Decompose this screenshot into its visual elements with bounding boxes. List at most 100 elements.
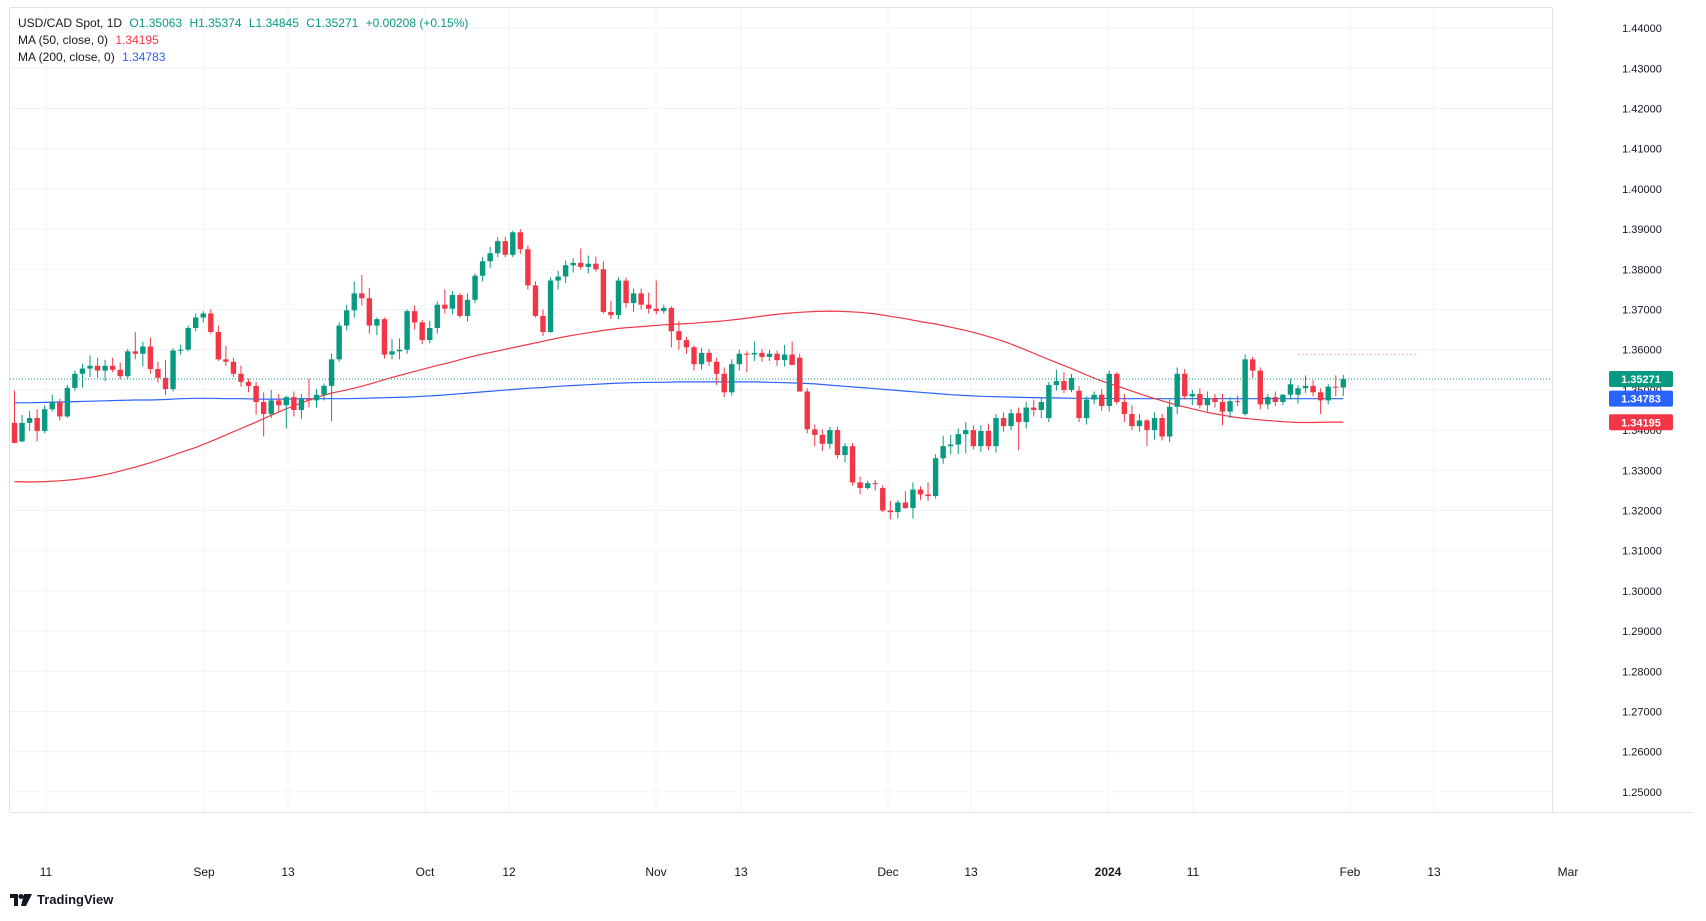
candle xyxy=(321,383,327,401)
candle xyxy=(495,237,501,258)
candle-body xyxy=(117,369,123,377)
candle xyxy=(1189,389,1195,406)
candle-body xyxy=(1197,393,1203,406)
candle-body xyxy=(698,352,705,365)
candle xyxy=(260,392,267,437)
candle xyxy=(804,388,810,434)
legend-ma200-row[interactable]: MA (200, close, 0) 1.34783 xyxy=(18,49,468,66)
candle-body xyxy=(1317,392,1324,401)
time-tick-label: Sep xyxy=(193,865,215,879)
candle-body xyxy=(19,422,25,442)
candle xyxy=(479,257,486,282)
candle-body xyxy=(1053,381,1060,386)
price-badge-text: 1.34783 xyxy=(1621,394,1661,406)
candle-body xyxy=(223,359,229,362)
price-tick-label: 1.25000 xyxy=(1622,787,1662,799)
candle-body xyxy=(109,365,116,370)
price-tick-label: 1.40000 xyxy=(1622,184,1662,196)
candle xyxy=(291,391,297,417)
candle xyxy=(1053,369,1060,391)
price-tick-label: 1.41000 xyxy=(1622,144,1662,156)
candle-body xyxy=(932,458,939,497)
candle-body xyxy=(268,400,274,415)
candle xyxy=(910,482,916,519)
candle-body xyxy=(502,241,508,255)
candle-body xyxy=(132,351,138,354)
legend-ohlc-row[interactable]: USD/CAD Spot, 1D O1.35063 H1.35374 L1.34… xyxy=(18,15,468,32)
candle xyxy=(668,306,675,348)
candle xyxy=(64,385,71,419)
candle-body xyxy=(615,280,622,316)
tradingview-logo[interactable]: TradingView xyxy=(10,892,113,907)
candle xyxy=(117,362,123,380)
candle xyxy=(464,293,471,322)
candle xyxy=(185,325,191,352)
candle xyxy=(1234,395,1241,406)
candle xyxy=(638,288,644,310)
candle xyxy=(1114,372,1120,405)
time-tick-label: 2024 xyxy=(1095,865,1122,879)
candle xyxy=(11,390,18,443)
candle-body xyxy=(1031,407,1037,410)
candle-body xyxy=(79,368,86,374)
price-tick-label: 1.32000 xyxy=(1622,506,1662,518)
candle xyxy=(404,309,410,354)
candle-body xyxy=(1068,377,1075,390)
candle-body xyxy=(193,317,199,328)
candle-body xyxy=(495,241,501,254)
legend-symbol: USD/CAD Spot, 1D xyxy=(18,16,123,30)
candle xyxy=(1151,412,1158,440)
candle xyxy=(819,429,826,452)
candle-body xyxy=(510,232,516,255)
candle xyxy=(132,332,138,360)
candle-body xyxy=(1272,397,1279,402)
candle-body xyxy=(842,446,848,456)
price-badge-text: 1.34195 xyxy=(1621,417,1661,429)
candle-body xyxy=(827,430,833,444)
candle-body xyxy=(1083,399,1090,419)
candle-body xyxy=(57,401,63,417)
candle xyxy=(608,300,614,320)
candle-body xyxy=(1234,401,1241,403)
candle xyxy=(676,321,682,350)
legend-open: O1.35063 xyxy=(129,16,183,30)
legend-ma50-row[interactable]: MA (50, close, 0) 1.34195 xyxy=(18,32,468,49)
candle xyxy=(925,482,931,501)
candle-body xyxy=(298,398,305,410)
candle-body xyxy=(404,311,410,350)
price-badge-ma200: 1.34783 xyxy=(1609,390,1673,407)
candle xyxy=(562,260,569,283)
candle xyxy=(774,350,780,366)
candle-body xyxy=(1295,388,1301,395)
candle xyxy=(1242,354,1248,416)
candle-body xyxy=(442,304,448,309)
candle xyxy=(427,320,433,344)
candle-body xyxy=(978,430,984,447)
candle xyxy=(1166,399,1173,443)
candle xyxy=(630,288,637,312)
price-badge-text: 1.35271 xyxy=(1621,374,1661,386)
candle xyxy=(1310,380,1316,397)
candle-body xyxy=(864,483,871,488)
candle-body xyxy=(1046,385,1052,419)
candle-body xyxy=(487,253,493,262)
candle xyxy=(781,344,788,367)
candle-body xyxy=(1265,397,1271,405)
candle-body xyxy=(479,261,486,276)
candle-body xyxy=(230,361,237,374)
candle-body xyxy=(774,353,780,361)
candle-body xyxy=(1204,397,1211,406)
time-axis[interactable]: 11 Sep 13 Oct 12 Nov 13 Dec 13 2024 11 Feb 13 Mar xyxy=(40,865,1579,879)
candle-body xyxy=(1151,418,1158,431)
price-axis[interactable]: 1.25000 1.26000 1.27000 1.28000 1.29000 1.300… xyxy=(1622,23,1662,799)
candle xyxy=(578,248,584,270)
candle-body xyxy=(857,482,863,488)
price-tick-label: 1.27000 xyxy=(1622,707,1662,719)
candle xyxy=(525,245,531,290)
candle-body xyxy=(411,311,418,323)
candle xyxy=(721,367,727,398)
candle-body xyxy=(880,487,886,511)
candle xyxy=(646,292,652,314)
time-tick-label: Dec xyxy=(877,865,898,879)
